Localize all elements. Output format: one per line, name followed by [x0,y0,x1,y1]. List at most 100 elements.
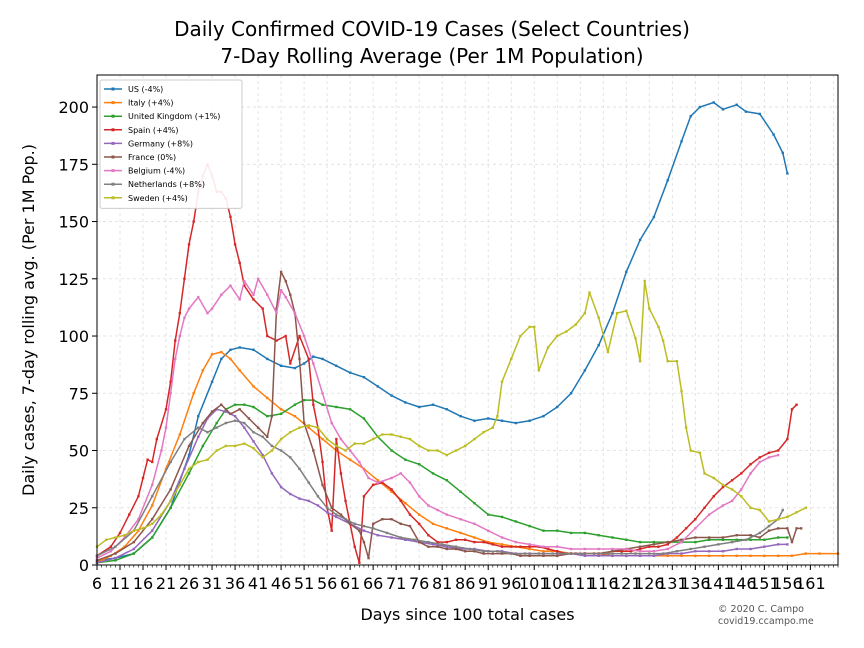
data-point [215,408,218,411]
legend-marker [111,101,115,105]
data-point [178,311,182,315]
data-point [321,437,324,441]
data-point [141,527,145,530]
data-point [132,552,136,555]
data-point [307,424,310,427]
data-point [758,508,761,512]
data-point [542,554,545,558]
data-point [243,421,246,425]
series-line [96,351,838,564]
data-point [445,547,448,551]
data-point [767,456,771,459]
data-point [123,536,126,539]
data-point [187,444,191,448]
data-point [730,540,734,544]
data-point [454,545,458,548]
data-point [325,437,329,441]
data-point [164,408,168,411]
data-point [611,311,614,315]
data-point [293,403,297,406]
data-point [703,472,706,475]
legend-marker [111,141,115,145]
data-point [680,540,683,544]
data-point [436,449,439,452]
data-point [776,527,780,530]
data-point [371,483,375,487]
data-point [151,518,154,521]
data-point [399,536,402,539]
data-point [330,506,333,509]
data-point [767,524,771,528]
data-point [703,545,706,548]
data-point [763,545,766,548]
data-point [206,430,209,434]
data-point [252,440,255,443]
data-point [694,554,697,558]
data-point [252,298,255,301]
x-tick-label: 156 [772,574,803,593]
data-point [675,360,679,363]
data-point [569,392,573,395]
data-point [611,554,614,558]
data-point [487,529,490,532]
data-point [459,518,462,521]
data-point [362,495,366,498]
data-point [404,538,407,542]
data-point [804,506,807,509]
data-point [252,385,255,388]
data-point [427,545,430,548]
data-point [187,243,191,246]
data-point [510,357,513,361]
data-point [528,325,531,329]
data-point [445,527,448,530]
data-point [390,518,393,521]
data-point [749,534,752,537]
data-point [252,405,255,409]
data-point [652,550,656,553]
x-tick-label: 106 [542,574,573,593]
data-point [666,179,669,182]
data-point [169,506,172,509]
data-point [583,531,587,535]
data-point [123,534,126,537]
data-point [611,536,614,539]
data-point [510,552,513,555]
data-point [500,550,504,553]
data-point [266,396,269,400]
data-point [169,488,172,491]
data-point [371,522,375,525]
data-point [767,520,771,523]
data-point [390,490,393,493]
data-point [735,538,738,542]
data-point [707,538,711,542]
data-point [279,408,283,411]
data-point [459,490,462,493]
series-netherlands [95,419,784,558]
data-point [436,540,439,544]
data-point [496,550,499,553]
data-point [169,499,172,503]
y-tick-label: 50 [69,442,89,461]
data-point [114,552,117,555]
data-point [629,550,633,553]
data-point [187,472,191,475]
x-tick-label: 111 [565,574,596,593]
data-point [348,522,352,525]
data-point [408,437,412,441]
data-point [312,449,315,452]
data-point [238,261,241,264]
data-point [229,412,232,416]
data-point [638,547,642,551]
data-point [749,554,752,558]
y-tick-label: 25 [69,499,89,518]
data-point [427,504,430,507]
data-point [330,421,333,425]
data-point [758,536,761,539]
data-point [546,547,550,551]
data-point [772,133,775,136]
x-axis-label: Days since 100 total cases [360,605,574,624]
data-point [404,501,407,505]
data-point [721,504,725,507]
data-point [109,550,113,553]
x-tick-label: 41 [248,574,268,593]
